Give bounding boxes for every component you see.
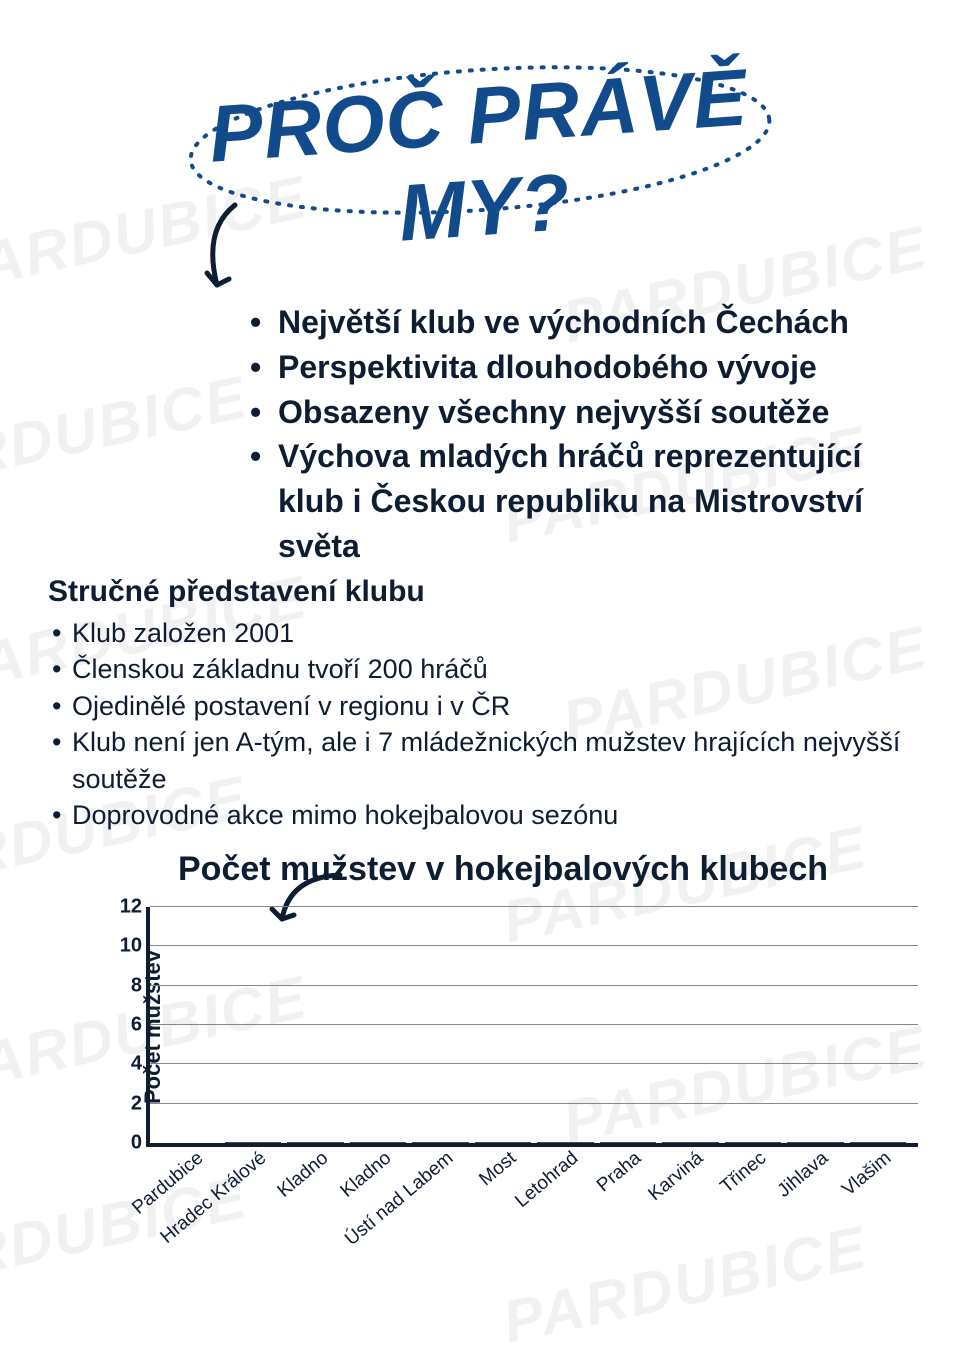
sub-bullet-list: Klub založen 2001 Členskou základnu tvoř… [48, 615, 918, 834]
chart-xlabel: Vlašim [838, 1148, 896, 1202]
chart-bar [350, 1142, 407, 1143]
chart-ytick: 8 [131, 974, 142, 997]
chart-bar-column: Praha [600, 1142, 657, 1143]
sub-section-title: Stručné představení klubu [48, 575, 918, 609]
main-bullet: Obsazeny všechny nejvyšší soutěže [250, 390, 910, 435]
chart-bar-column: Kladno [287, 1142, 344, 1143]
chart-bar [537, 1142, 594, 1143]
chart-bar [475, 1142, 532, 1143]
chart-bar-column: Karviná [662, 1142, 719, 1143]
chart-bar [725, 1142, 782, 1143]
sub-bullet: Doprovodné akce mimo hokejbalovou sezónu [48, 797, 918, 833]
sub-bullet: Členskou základnu tvoří 200 hráčů [48, 651, 918, 687]
chart-ytick: 2 [131, 1092, 142, 1115]
chart-gridline [150, 1103, 918, 1104]
chart-bar-column: Most [475, 1142, 532, 1143]
chart-bar-column: Vlašim [850, 1142, 907, 1143]
headline-box: PROČ PRÁVĚ MY? [196, 51, 764, 230]
chart-xlabel: Letohrad [512, 1148, 584, 1213]
chart-ytick: 10 [120, 935, 142, 958]
chart-gridline [150, 1063, 918, 1064]
chart-bar [850, 1142, 907, 1143]
chart-bar-column: Hradec Králové [225, 1142, 282, 1143]
curved-arrow-icon [195, 200, 255, 310]
watermark-text: PARDUBICE [497, 1212, 874, 1356]
main-bullet: Výchova mladých hráčů reprezentující klu… [250, 434, 910, 568]
chart-ytick: 12 [120, 896, 142, 919]
chart-bars-container: PardubiceHradec KrálovéKladnoKladnoÚstí … [150, 907, 918, 1143]
chart-bar [287, 1142, 344, 1143]
watermark-text: PARDUBICE [0, 362, 253, 506]
chart-bar [412, 1142, 469, 1143]
chart-xlabel: Kladno [274, 1148, 333, 1203]
chart-xlabel: Karviná [645, 1148, 708, 1206]
page-headline: PROČ PRÁVĚ MY? [196, 51, 767, 274]
chart-bar [787, 1142, 844, 1143]
chart-gridline [150, 985, 918, 986]
chart-gridline [150, 945, 918, 946]
main-bullet: Perspektivita dlouhodobého vývoje [250, 345, 910, 390]
sub-bullet: Klub není jen A-tým, ale i 7 mládežnický… [48, 724, 918, 797]
sub-bullet: Ojedinělé postavení v regionu i v ČR [48, 688, 918, 724]
chart-ytick: 4 [131, 1053, 142, 1076]
chart-gridline [150, 1024, 918, 1025]
chart-ytick: 0 [131, 1132, 142, 1155]
chart-bar-column: Jihlava [787, 1142, 844, 1143]
chart-bar-column: Letohrad [537, 1142, 594, 1143]
chart-ytick: 6 [131, 1014, 142, 1037]
chart-bar-column: Třinec [725, 1142, 782, 1143]
chart-bar-column: Ústí nad Labem [412, 1142, 469, 1143]
chart-plot-area: PardubiceHradec KrálovéKladnoKladnoÚstí … [146, 907, 918, 1147]
main-bullet-list: Největší klub ve východních Čechách Pers… [250, 300, 910, 569]
chart-gridline [150, 906, 918, 907]
chart-xlabel: Ústí nad Labem [341, 1148, 458, 1251]
chart-bar [225, 1142, 282, 1143]
sub-section: Stručné představení klubu Klub založen 2… [48, 575, 918, 834]
chart-xlabel: Praha [593, 1148, 646, 1197]
chart-xlabel: Třinec [716, 1148, 771, 1199]
chart-bar [662, 1142, 719, 1143]
chart-bar [600, 1142, 657, 1143]
chart-bar-column: Kladno [350, 1142, 407, 1143]
chart-xlabel: Jihlava [774, 1148, 833, 1203]
chart-xlabel: Most [475, 1148, 521, 1191]
bar-chart: Počet mužstev v hokejbalových klubech Po… [48, 850, 928, 1147]
sub-bullet: Klub založen 2001 [48, 615, 918, 651]
main-bullet: Největší klub ve východních Čechách [250, 300, 910, 345]
